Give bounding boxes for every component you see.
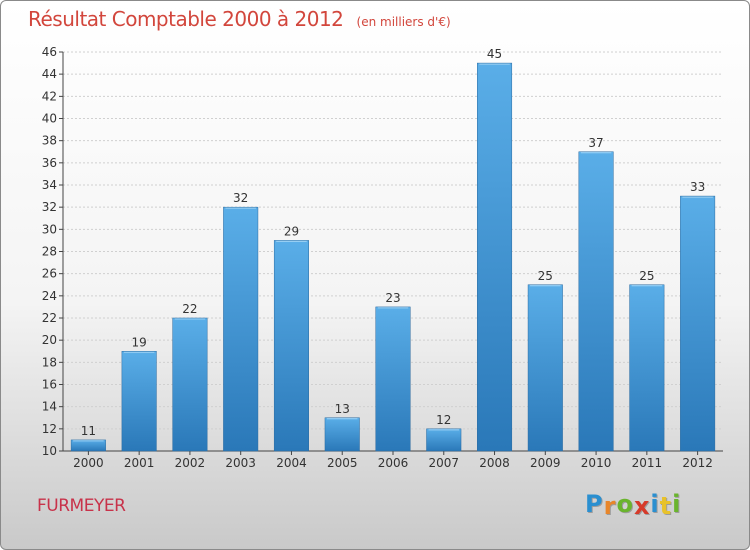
y-tick-label: 10 [42, 444, 57, 458]
bars [70, 62, 716, 452]
y-tick-label: 32 [42, 200, 57, 214]
logo-letter: o [616, 490, 634, 518]
y-tick-label: 46 [42, 45, 57, 59]
data-label-2010: 37 [588, 136, 603, 150]
y-tick-label: 14 [42, 400, 57, 414]
x-tick-label-2001: 2001 [124, 456, 155, 470]
y-tick-label: 40 [42, 112, 57, 126]
x-tick-label-2002: 2002 [175, 456, 206, 470]
data-label-2005: 13 [335, 402, 350, 416]
logo-letter: i [650, 490, 660, 518]
data-label-2003: 32 [233, 191, 248, 205]
data-label-2002: 22 [182, 302, 197, 316]
data-label-2008: 45 [487, 47, 502, 61]
y-tick-label: 20 [42, 333, 57, 347]
data-label-2006: 23 [385, 291, 400, 305]
x-tick-label-2005: 2005 [327, 456, 358, 470]
bar-2011 [629, 284, 665, 452]
data-label-2004: 29 [284, 224, 299, 238]
data-label-2007: 12 [436, 413, 451, 427]
y-tick-label: 42 [42, 89, 57, 103]
data-label-2012: 33 [690, 180, 705, 194]
bar-2012 [680, 195, 716, 452]
y-tick-label: 18 [42, 355, 57, 369]
chart-subtitle: (en milliers d'€) [356, 15, 451, 29]
bar-2010 [578, 151, 614, 452]
bar-2006 [375, 306, 411, 452]
x-tick-label-2008: 2008 [479, 456, 510, 470]
bar-2003 [223, 206, 259, 452]
commune-name: FURMEYER [37, 496, 126, 516]
y-tick-label: 12 [42, 422, 57, 436]
x-tick-label-2003: 2003 [225, 456, 256, 470]
y-tick-label: 44 [42, 67, 57, 81]
y-tick-label: 26 [42, 267, 57, 281]
x-tick-label-2000: 2000 [73, 456, 104, 470]
bar-2002 [172, 317, 208, 452]
x-tick-label-2012: 2012 [682, 456, 713, 470]
x-tick-label-2007: 2007 [428, 456, 459, 470]
logo-letter: r [603, 492, 617, 520]
y-tick-label: 30 [42, 222, 57, 236]
data-label-2000: 11 [81, 424, 96, 438]
chart-title: Résultat Comptable 2000 à 2012 [28, 7, 344, 31]
bar-2001 [121, 351, 157, 452]
x-tick-label-2009: 2009 [530, 456, 561, 470]
x-tick-label-2010: 2010 [581, 456, 612, 470]
logo-letter: i [672, 490, 682, 518]
y-tick-label: 34 [42, 178, 57, 192]
bar-2009 [527, 284, 563, 452]
y-tick-label: 36 [42, 156, 57, 170]
y-tick-label: 38 [42, 134, 57, 148]
x-tick-label-2006: 2006 [378, 456, 409, 470]
data-label-2009: 25 [538, 269, 553, 283]
proxiti-logo: Proxiti [585, 490, 682, 520]
bar-2005 [324, 417, 360, 452]
y-tick-label: 24 [42, 289, 57, 303]
bar-2008 [477, 62, 513, 452]
logo-letter: x [633, 492, 651, 520]
axes: 10 12 14 16 18 20 22 24 26 28 30 32 34 36 38 40 42 44 46 20… [42, 45, 723, 470]
data-label-2011: 25 [639, 269, 654, 283]
x-tick-label-2004: 2004 [276, 456, 307, 470]
logo-letter: P [585, 490, 604, 518]
bar-2004 [273, 240, 309, 452]
y-tick-label: 22 [42, 311, 57, 325]
y-tick-label: 16 [42, 378, 57, 392]
data-labels: 11 19 22 32 29 13 23 12 45 25 37 25 33 [81, 47, 706, 438]
y-tick-label: 28 [42, 245, 57, 259]
title-row: Résultat Comptable 2000 à 2012 (en milli… [28, 7, 451, 31]
bar-2007 [426, 428, 462, 452]
data-label-2001: 19 [132, 335, 147, 349]
x-tick-label-2011: 2011 [632, 456, 663, 470]
bar-2000 [70, 439, 106, 452]
logo-letter: t [659, 492, 673, 520]
